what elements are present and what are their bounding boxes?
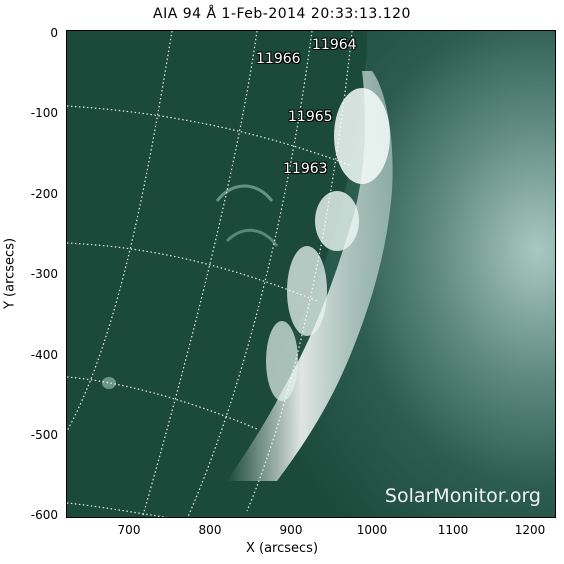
longitude-line-3 xyxy=(187,31,313,517)
longitude-line-2 xyxy=(141,31,258,517)
active-region-label: 11965 xyxy=(288,109,333,125)
y-tick-label: -200 xyxy=(30,187,58,201)
y-tick-label: -300 xyxy=(30,267,58,281)
x-tick-label: 900 xyxy=(279,523,303,537)
image-title: AIA 94 Å 1-Feb-2014 20:33:13.120 xyxy=(153,6,411,22)
y-tick-label: -500 xyxy=(30,428,58,442)
x-tick-label: 700 xyxy=(117,523,141,537)
longitude-line-1 xyxy=(67,31,173,432)
solar-image: 11964 11966 11965 11963 SolarMonitor.org xyxy=(66,30,556,518)
active-region-glow-middle xyxy=(315,191,359,251)
latitude-line-3 xyxy=(67,376,258,430)
active-region-glow-north xyxy=(334,88,390,184)
longitude-line-4 xyxy=(246,31,353,512)
y-tick-label: -400 xyxy=(30,348,58,362)
coronal-loop-2 xyxy=(225,228,279,247)
limb-glow-lower xyxy=(266,321,298,401)
x-tick-label: 800 xyxy=(198,523,222,537)
x-tick-label: 1100 xyxy=(437,523,469,537)
active-region-label: 11966 xyxy=(256,51,301,67)
sun-image-svg xyxy=(67,31,555,517)
y-tick-label: 0 xyxy=(50,26,58,40)
active-region-label: 11963 xyxy=(283,161,328,177)
x-axis-label: X (arcsecs) xyxy=(245,541,319,556)
x-tick-label: 1200 xyxy=(514,523,546,537)
y-tick-label: -100 xyxy=(30,106,58,120)
active-region-label: 11964 xyxy=(312,37,357,53)
latitude-line-1 xyxy=(67,105,353,167)
heliographic-grid xyxy=(67,31,353,517)
coronal-loop-1 xyxy=(215,184,274,202)
watermark: SolarMonitor.org xyxy=(384,485,541,507)
latitude-line-2 xyxy=(67,242,318,302)
x-tick-label: 1000 xyxy=(356,523,388,537)
y-tick-label: -600 xyxy=(30,508,58,522)
bright-point xyxy=(102,377,116,389)
